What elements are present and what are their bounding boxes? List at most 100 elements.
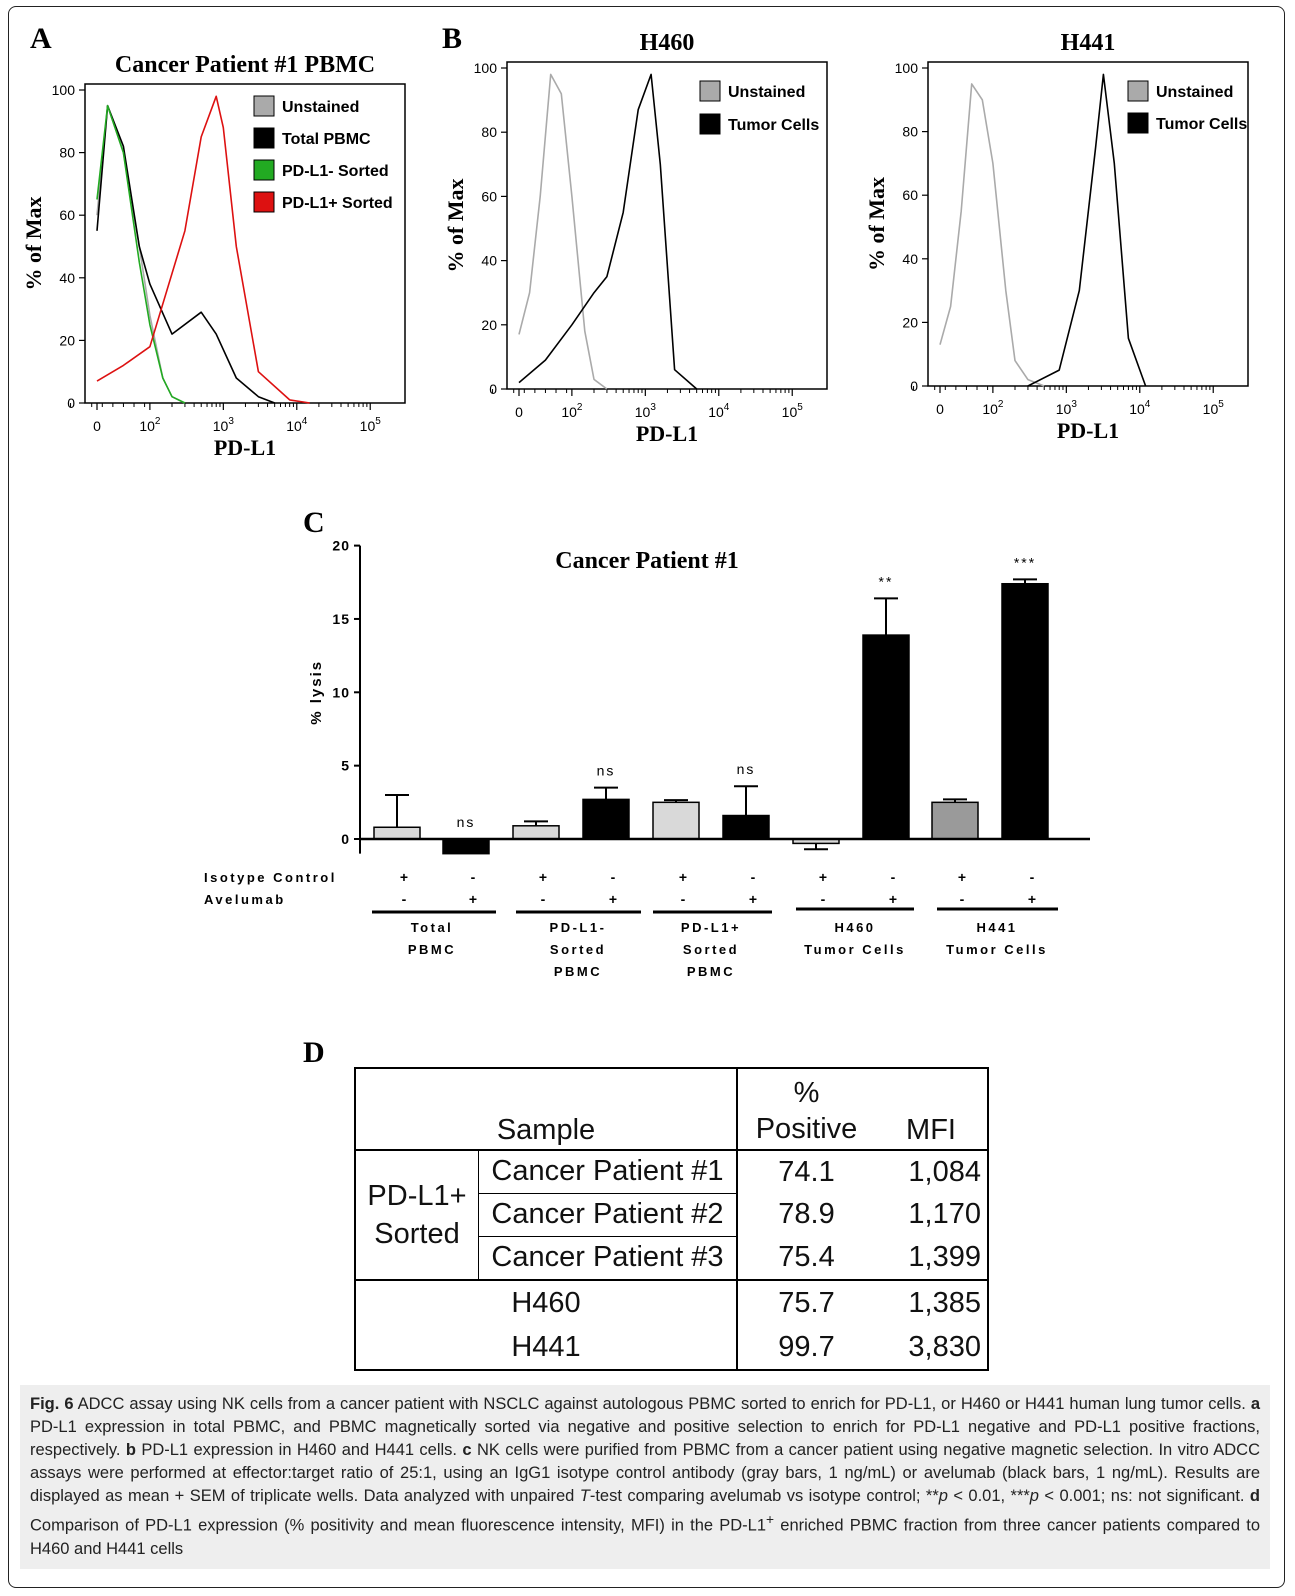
bar-chart-c: Cancer Patient #1 0 5 10 15 20 % lysis + - ns - + + -… — [204, 538, 1090, 979]
bar-avelumab — [1001, 582, 1049, 840]
caption-text: enriched PBMC fraction from three cancer… — [30, 1516, 1260, 1558]
x-tick-label: 0 — [936, 401, 944, 417]
group-label: Tumor Cells — [804, 942, 906, 957]
legend-label: PD-L1- Sorted — [282, 163, 389, 180]
bar-isotype — [652, 801, 700, 840]
header-positive: Positive — [755, 1113, 858, 1145]
header-mfi: MFI — [906, 1114, 956, 1146]
x-tick-exponent: 3 — [1071, 399, 1077, 410]
avelumab-sign: - — [541, 891, 546, 907]
y-tick-label: 100 — [52, 82, 76, 98]
group-label: H441 — [976, 920, 1017, 935]
row-sample: Cancer Patient #2 — [478, 1193, 737, 1237]
header-sample: Sample — [496, 1114, 596, 1146]
y-tick-label: 0 — [489, 381, 497, 397]
row-mfi: 1,385 — [908, 1286, 981, 1319]
x-tick-base: 10 — [782, 404, 798, 420]
x-tick-exponent: 3 — [650, 402, 656, 413]
x-tick-label: 102 — [982, 399, 1004, 417]
y-tick-label: 60 — [481, 188, 497, 204]
y-tick-label: 60 — [902, 187, 918, 203]
group-label: Tumor Cells — [946, 942, 1048, 957]
group-label: PBMC — [554, 964, 602, 979]
chart-title: Cancer Patient #1 PBMC — [115, 52, 375, 78]
series-line-pd-l1-sorted — [96, 104, 186, 404]
y-tick-label: 20 — [902, 314, 918, 330]
row-percent: 78.9 — [736, 1193, 875, 1236]
group-label: Sorted — [683, 942, 739, 957]
avelumab-sign: - — [402, 891, 407, 907]
legend-swatch — [699, 80, 721, 102]
isotype-sign: + — [819, 869, 827, 885]
legend-swatch — [253, 95, 275, 117]
row-percent: 75.4 — [736, 1236, 875, 1280]
group-label-line-2: Sorted — [374, 1218, 460, 1250]
group-label: H460 — [834, 920, 875, 935]
x-tick-exponent: 2 — [155, 416, 161, 427]
legend-swatch — [253, 191, 275, 213]
x-tick-base: 10 — [139, 418, 155, 434]
figure-frame — [8, 6, 1285, 1588]
panel-label-b: B — [442, 22, 462, 55]
panel-label-d: D — [303, 1036, 325, 1069]
caption-text: ADCC assay using NK cells from a cancer … — [73, 1395, 1251, 1413]
legend-label: Tumor Cells — [1156, 116, 1247, 133]
avelumab-sign: + — [609, 891, 617, 907]
chart-title: Cancer Patient #1 — [555, 548, 739, 574]
caption-italic: T — [579, 1487, 590, 1505]
legend-label: Unstained — [1156, 84, 1233, 101]
group-label: PBMC — [408, 942, 456, 957]
caption-text: PD-L1 expression in H460 and H441 cells. — [135, 1441, 463, 1459]
y-tick-label: 10 — [332, 684, 350, 700]
avelumab-sign: + — [889, 891, 897, 907]
group-label: PD-L1- — [550, 920, 607, 935]
pdl1-expression-table: Sample % Positive MFI PD-L1+ Sorted Canc… — [354, 1067, 989, 1371]
legend-swatch — [699, 113, 721, 135]
x-tick-label: 102 — [561, 402, 583, 420]
caption-panel-b: b — [125, 1441, 136, 1459]
avelumab-sign: + — [749, 891, 757, 907]
x-tick-exponent: 2 — [998, 399, 1004, 410]
panel-label-a: A — [30, 22, 52, 55]
x-tick-label: 103 — [1056, 399, 1078, 417]
x-tick-label: 105 — [1203, 399, 1225, 417]
isotype-sign: - — [891, 869, 896, 885]
x-tick-label: 0 — [515, 404, 523, 420]
caption-panel-d: d — [1249, 1487, 1260, 1505]
caption-text: PD-L1 expression in total PBMC, and PBMC… — [30, 1418, 1260, 1459]
bar-avelumab — [442, 838, 490, 855]
row-mfi: 1,170 — [908, 1198, 981, 1230]
x-tick-base: 0 — [93, 418, 101, 434]
row-mfi: 3,830 — [908, 1330, 981, 1363]
legend-swatch — [1127, 80, 1149, 102]
header-percent-symbol: % — [793, 1077, 820, 1109]
y-tick-label: 20 — [59, 332, 75, 348]
caption-text: -test comparing avelumab vs isotype cont… — [589, 1487, 939, 1505]
caption-text: Comparison of PD-L1 expression (% positi… — [30, 1516, 767, 1535]
row-sample: Cancer Patient #3 — [491, 1241, 724, 1274]
legend-swatch — [253, 127, 275, 149]
row-label-avelumab: Avelumab — [204, 892, 286, 907]
x-tick-base: 0 — [936, 401, 944, 417]
caption-italic: p — [938, 1487, 948, 1505]
x-tick-base: 10 — [286, 418, 302, 434]
caption-fig-label: Fig. 6 — [30, 1395, 74, 1413]
bar-isotype — [931, 801, 979, 840]
x-axis-label: PD-L1 — [636, 421, 698, 446]
y-tick-label: 40 — [481, 253, 497, 269]
significance-label: ns — [737, 761, 756, 777]
panel-label-c: C — [303, 506, 325, 539]
series-line-tumor-cells — [518, 73, 698, 390]
significance-label: ns — [457, 814, 476, 830]
isotype-sign: - — [471, 869, 476, 885]
row-percent: 75.7 — [736, 1280, 875, 1325]
y-tick-label: 0 — [341, 831, 350, 847]
isotype-sign: + — [679, 869, 687, 885]
x-tick-exponent: 4 — [1145, 399, 1151, 410]
isotype-sign: + — [958, 869, 966, 885]
x-axis-label: PD-L1 — [214, 435, 276, 460]
x-tick-exponent: 5 — [797, 402, 803, 413]
chart-title: H441 — [1061, 30, 1116, 56]
